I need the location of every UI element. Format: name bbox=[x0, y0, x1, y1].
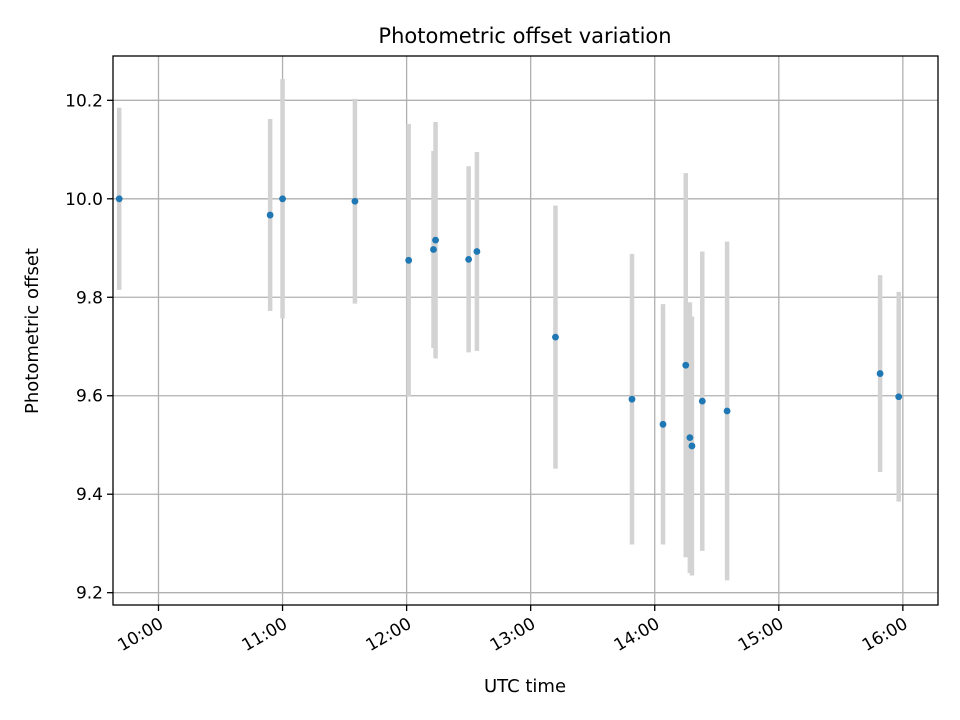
data-point bbox=[723, 407, 731, 415]
data-point bbox=[473, 248, 481, 255]
data-point bbox=[430, 246, 437, 253]
y-tick-label: 9.8 bbox=[76, 288, 103, 308]
data-point bbox=[266, 211, 274, 219]
data-point bbox=[895, 393, 903, 401]
data-point bbox=[279, 195, 286, 203]
data-point bbox=[628, 395, 636, 403]
data-points bbox=[115, 195, 903, 450]
data-point bbox=[688, 442, 696, 450]
x-axis-label: UTC time bbox=[484, 676, 566, 697]
data-point bbox=[659, 420, 667, 428]
grid bbox=[113, 56, 938, 605]
y-tick-label: 9.2 bbox=[76, 584, 103, 604]
plot-frame bbox=[112, 55, 939, 606]
data-point bbox=[115, 195, 123, 203]
data-point bbox=[432, 236, 439, 244]
y-axis-label: Photometric offset bbox=[22, 248, 43, 414]
chart-title: Photometric offset variation bbox=[378, 24, 671, 48]
data-point bbox=[552, 333, 559, 341]
data-point bbox=[682, 361, 690, 369]
y-tick-label: 9.4 bbox=[76, 485, 103, 505]
data-point bbox=[698, 397, 706, 405]
y-tick-label: 10.0 bbox=[65, 190, 103, 210]
y-tick-label: 9.6 bbox=[76, 387, 103, 407]
data-point bbox=[686, 434, 694, 441]
y-tick-label: 10.2 bbox=[65, 91, 103, 111]
data-point bbox=[876, 370, 884, 377]
y-axis-ticks: 9.2 9.4 9.6 9.8 10.0 10.2 bbox=[65, 91, 113, 604]
data-point bbox=[351, 197, 359, 205]
data-point bbox=[465, 255, 473, 263]
data-point bbox=[405, 256, 413, 264]
